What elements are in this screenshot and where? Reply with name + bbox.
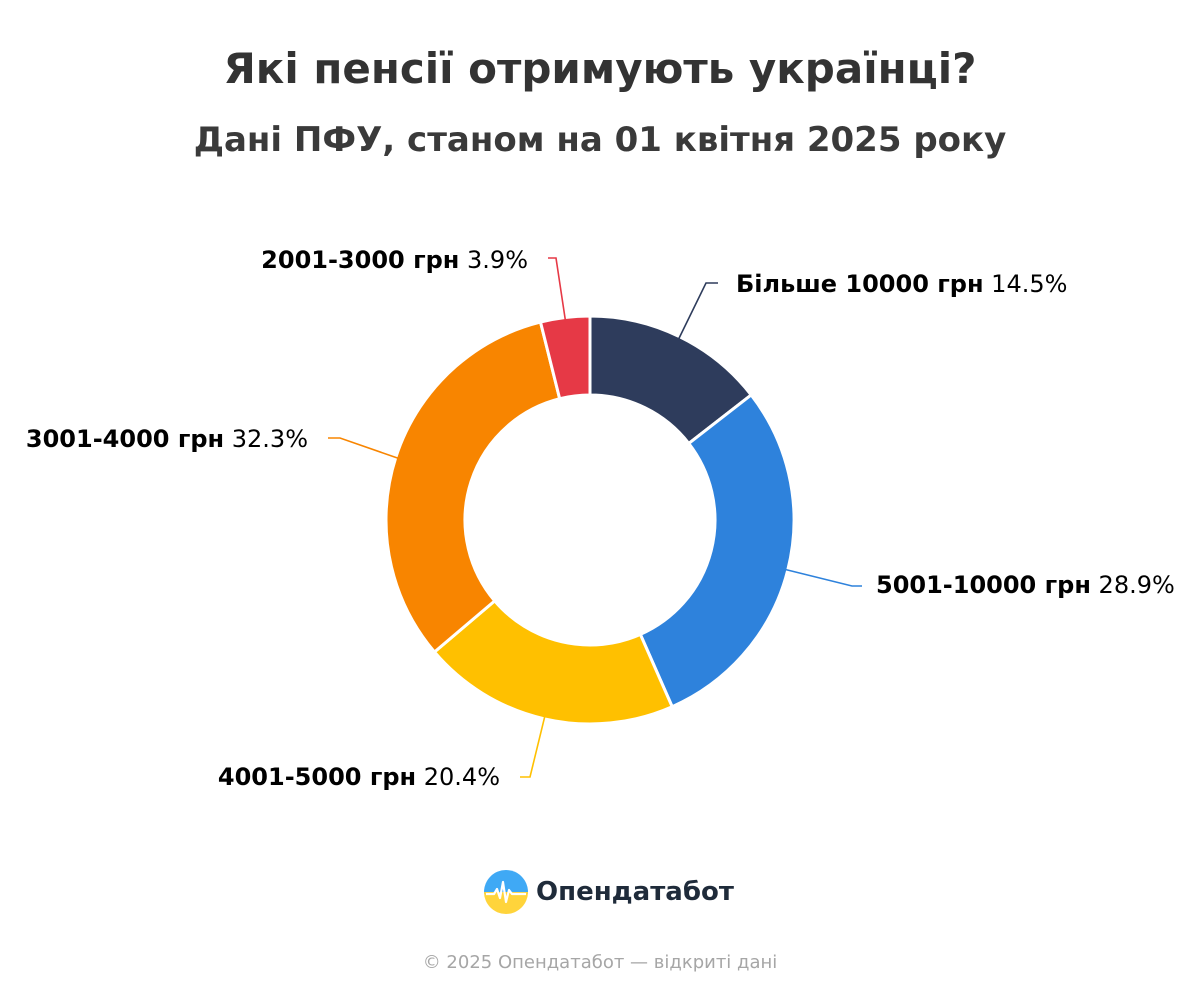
- slice-label: Більше 10000 грн 14.5%: [736, 270, 1067, 298]
- slice-value-label: 32.3%: [224, 425, 308, 453]
- donut-slice: [539, 314, 592, 401]
- slice-label: 3001-4000 грн 32.3%: [26, 425, 308, 453]
- footer-copyright: © 2025 Опендатабот — відкриті дані: [422, 952, 778, 973]
- slice-category-label: 2001-3000 грн: [261, 246, 459, 274]
- leader-line: [677, 282, 718, 341]
- chart-subtitle: Дані ПФУ, станом на 01 квітня 2025 року: [193, 120, 1007, 160]
- slice-value-label: 20.4%: [416, 763, 500, 791]
- slice-value-label: 3.9%: [459, 246, 528, 274]
- slice-labels: Більше 10000 грн 14.5% 5001-10000 грн 28.…: [26, 246, 1175, 791]
- leader-lines: [328, 257, 862, 778]
- donut-slices: [384, 314, 796, 726]
- slice-category-label: 3001-4000 грн: [26, 425, 224, 453]
- slice-category-label: 4001-5000 грн: [218, 763, 416, 791]
- leader-line: [548, 257, 567, 322]
- slice-label: 2001-3000 грн 3.9%: [261, 246, 528, 274]
- logo-text: Опендатабот: [536, 877, 734, 907]
- slice-label: 5001-10000 грн 28.9%: [876, 571, 1175, 599]
- leader-line: [328, 437, 400, 460]
- slice-value-label: 14.5%: [984, 270, 1068, 298]
- slice-label: 4001-5000 грн 20.4%: [218, 763, 500, 791]
- slice-category-label: 5001-10000 грн: [876, 571, 1091, 599]
- opendatabot-logo-icon: [484, 870, 528, 914]
- leader-line: [783, 568, 862, 587]
- opendatabot-logo: Опендатабот: [484, 870, 734, 914]
- donut-slice: [638, 393, 796, 709]
- donut-slice: [384, 320, 562, 654]
- chart-title: Які пенсії отримують українці?: [223, 44, 977, 93]
- slice-category-label: Більше 10000 грн: [736, 270, 984, 298]
- slice-value-label: 28.9%: [1091, 571, 1175, 599]
- leader-line: [520, 714, 546, 778]
